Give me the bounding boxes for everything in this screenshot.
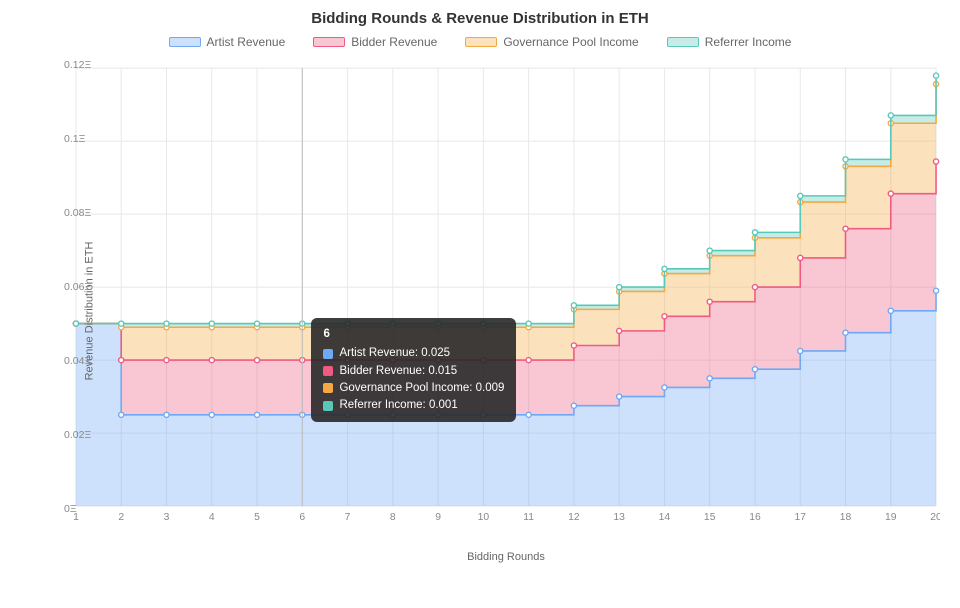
svg-text:13: 13 (613, 512, 625, 523)
series-marker (888, 191, 893, 196)
series-marker (617, 394, 622, 399)
series-marker (209, 412, 214, 417)
svg-text:19: 19 (885, 512, 897, 523)
svg-text:10: 10 (478, 512, 490, 523)
series-marker (481, 321, 486, 326)
series-marker (798, 255, 803, 260)
svg-text:17: 17 (794, 512, 806, 523)
legend-label: Governance Pool Income (503, 35, 638, 49)
series-marker (119, 321, 124, 326)
series-marker (933, 159, 938, 164)
series-marker (752, 367, 757, 372)
series-marker (436, 321, 441, 326)
series-marker (933, 288, 938, 293)
series-marker (390, 321, 395, 326)
x-axis-label: Bidding Rounds (72, 551, 940, 563)
chart-area: Revenue Distribution in ETH 123456789101… (72, 59, 940, 563)
svg-text:20: 20 (930, 512, 940, 523)
legend-item[interactable]: Referrer Income (667, 35, 792, 49)
series-marker (254, 358, 259, 363)
series-marker (843, 157, 848, 162)
legend-swatch (169, 37, 201, 47)
series-marker (888, 113, 893, 118)
legend-label: Artist Revenue (207, 35, 286, 49)
series-marker (390, 358, 395, 363)
series-marker (345, 321, 350, 326)
legend-item[interactable]: Bidder Revenue (313, 35, 437, 49)
series-marker (526, 358, 531, 363)
series-marker (662, 385, 667, 390)
series-marker (73, 321, 78, 326)
series-marker (843, 330, 848, 335)
svg-text:2: 2 (118, 512, 124, 523)
svg-text:6: 6 (299, 512, 305, 523)
chart-container: Bidding Rounds & Revenue Distribution in… (10, 10, 950, 563)
series-marker (843, 226, 848, 231)
series-marker (345, 412, 350, 417)
legend-swatch (667, 37, 699, 47)
series-marker (888, 308, 893, 313)
series-marker (436, 412, 441, 417)
series-marker (254, 321, 259, 326)
series-marker (345, 358, 350, 363)
chart-title: Bidding Rounds & Revenue Distribution in… (10, 10, 950, 27)
legend-swatch (465, 37, 497, 47)
series-marker (164, 358, 169, 363)
series-marker (707, 248, 712, 253)
svg-text:14: 14 (659, 512, 671, 523)
series-marker (526, 412, 531, 417)
series-marker (707, 299, 712, 304)
series-marker (209, 358, 214, 363)
series-marker (571, 343, 576, 348)
series-marker (254, 412, 259, 417)
series-marker (164, 321, 169, 326)
legend-label: Bidder Revenue (351, 35, 437, 49)
series-marker (752, 230, 757, 235)
svg-text:8: 8 (390, 512, 396, 523)
svg-text:4: 4 (209, 512, 215, 523)
series-marker (617, 285, 622, 290)
svg-text:3: 3 (164, 512, 170, 523)
series-marker (209, 321, 214, 326)
series-marker (526, 321, 531, 326)
svg-text:15: 15 (704, 512, 716, 523)
series-marker (164, 412, 169, 417)
series-marker (707, 376, 712, 381)
series-marker (662, 314, 667, 319)
series-marker (617, 328, 622, 333)
legend: Artist Revenue Bidder Revenue Governance P… (10, 35, 950, 49)
legend-item[interactable]: Artist Revenue (169, 35, 286, 49)
series-marker (436, 358, 441, 363)
series-marker (481, 358, 486, 363)
svg-text:18: 18 (840, 512, 852, 523)
legend-swatch (313, 37, 345, 47)
legend-label: Referrer Income (705, 35, 792, 49)
series-marker (798, 348, 803, 353)
series-marker (933, 73, 938, 78)
series-marker (571, 303, 576, 308)
svg-text:5: 5 (254, 512, 260, 523)
series-marker (752, 285, 757, 290)
svg-text:9: 9 (435, 512, 441, 523)
series-marker (481, 412, 486, 417)
svg-text:11: 11 (523, 512, 534, 523)
series-marker (390, 412, 395, 417)
chart-svg[interactable]: 1234567891011121314151617181920 (72, 59, 940, 529)
series-marker (571, 403, 576, 408)
svg-text:7: 7 (345, 512, 351, 523)
svg-text:16: 16 (749, 512, 761, 523)
svg-text:12: 12 (568, 512, 580, 523)
series-marker (662, 266, 667, 271)
series-marker (119, 412, 124, 417)
legend-item[interactable]: Governance Pool Income (465, 35, 638, 49)
series-marker (798, 193, 803, 198)
series-marker (119, 358, 124, 363)
